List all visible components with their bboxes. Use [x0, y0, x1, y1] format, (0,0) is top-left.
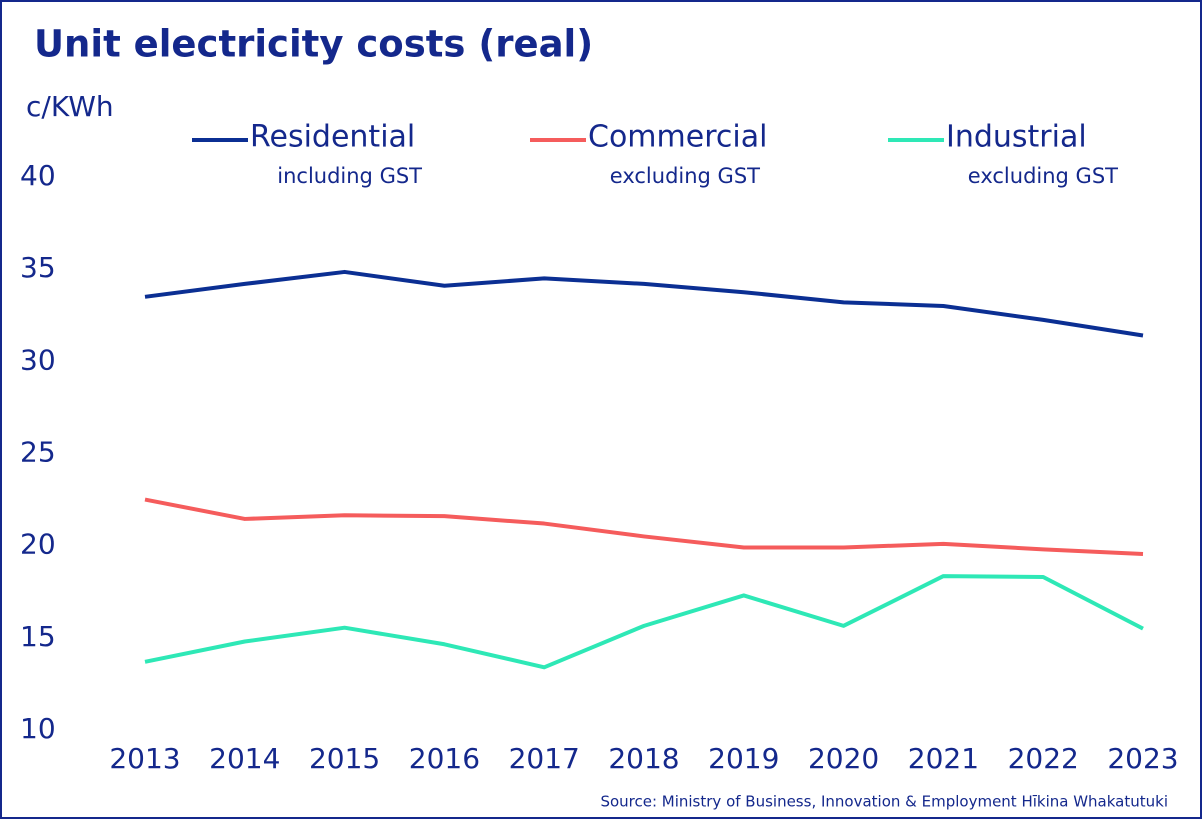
series-line [144, 574, 1144, 670]
x-tick-label: 2022 [1008, 742, 1079, 775]
series-line [144, 269, 1144, 338]
legend-label: Residential [250, 120, 415, 155]
y-tick-label: 30 [20, 343, 56, 376]
x-tick-label: 2017 [509, 742, 580, 775]
legend-note: excluding GST [968, 164, 1118, 188]
x-tick-label: 2014 [209, 742, 280, 775]
y-tick-label: 35 [20, 251, 56, 284]
source: Source: Ministry of Business, Innovation… [600, 793, 1168, 811]
x-tick-label: 2023 [1107, 742, 1178, 775]
legend-label: Commercial [588, 120, 767, 155]
x-tick-label: 2013 [109, 742, 180, 775]
y-axis-label: c/KWh [26, 90, 114, 123]
y-tick-label: 40 [20, 159, 56, 192]
y-tick-label: 15 [20, 620, 56, 653]
y-tick-label: 10 [20, 712, 56, 745]
x-tick-label: 2021 [908, 742, 979, 775]
x-tick-label: 2015 [309, 742, 380, 775]
y-tick-label: 25 [20, 436, 56, 469]
y-tick-label: 20 [20, 528, 56, 561]
x-tick-label: 2019 [708, 742, 779, 775]
chart-title: Unit electricity costs (real) [34, 23, 593, 66]
legend-note: including GST [277, 164, 422, 188]
x-tick-label: 2020 [808, 742, 879, 775]
x-tick-label: 2016 [409, 742, 480, 775]
legend-note: excluding GST [610, 164, 760, 188]
legend-label: Industrial [946, 120, 1087, 155]
x-tick-label: 2018 [608, 742, 679, 775]
series-line [144, 497, 1144, 556]
